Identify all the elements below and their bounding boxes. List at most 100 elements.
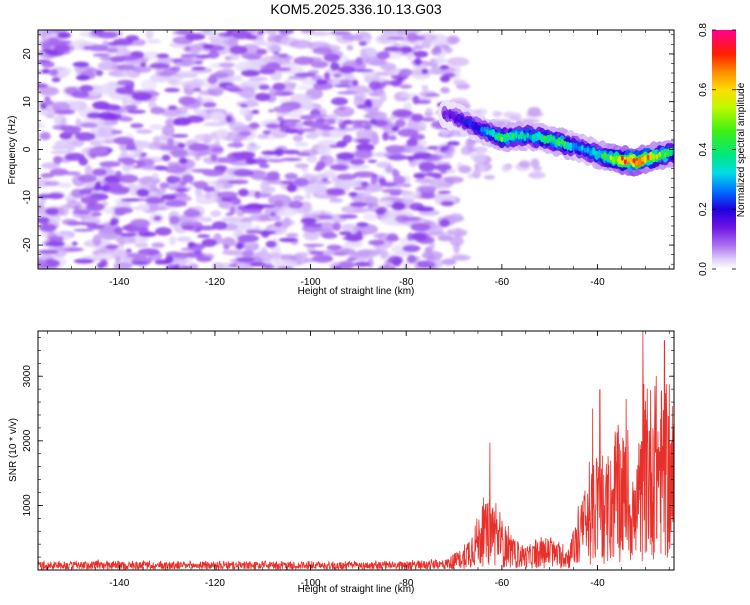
noise-blob [429,230,447,236]
ridge-cell [540,135,544,141]
noise-blob [127,109,146,114]
noise-blob [283,217,292,228]
noise-blob [154,165,168,171]
figure-title: KOM5.2025.336.10.13.G03 [270,1,441,17]
noise-blob [180,265,189,269]
noise-blob [281,157,302,162]
ridge-cell [506,132,509,138]
ridge-cell [486,129,489,135]
noise-blob [133,124,142,128]
noise-blob [136,226,148,234]
noise-blob [57,31,71,39]
noise-blob [437,190,451,195]
noise-blob [202,44,215,49]
noise-blob [425,93,440,97]
snr-series-line [38,331,674,570]
noise-blob [180,247,201,251]
noise-blob [38,249,59,255]
noise-blob [265,123,280,129]
noise-blob [218,62,236,68]
noise-blob [445,36,459,45]
noise-blob [311,254,334,263]
noise-blob [413,152,432,159]
noise-blob [411,232,427,242]
noise-blob [216,191,239,199]
noise-blob [207,50,220,59]
noise-blob [228,263,238,268]
noise-blob [259,163,270,169]
noise-blob [257,134,269,139]
noise-blob [136,161,146,167]
ridge-cell [589,150,593,156]
noise-blob [413,50,429,58]
noise-blob [418,186,436,193]
noise-blob [42,100,54,106]
noise-blob [193,180,209,190]
noise-blob [421,251,443,260]
noise-blob [216,128,229,139]
noise-blob [421,68,429,75]
noise-blob [171,134,189,138]
colorbar-label: Normalized spectral amplitude [736,82,747,217]
noise-blob [164,165,187,174]
noise-blob [113,262,133,269]
noise-blob [421,84,429,91]
noise-blob [99,259,108,268]
ridge-cell [468,120,472,126]
noise-blob [67,221,88,225]
noise-blob [177,142,186,149]
noise-blob [413,30,422,34]
noise-blob [49,235,64,243]
noise-blob [145,30,154,40]
snr-x-label: Height of straight line (km) [298,584,415,595]
noise-blob [207,75,218,85]
noise-blob [78,174,98,183]
noise-blob [369,118,377,126]
ridge-cell [569,142,573,148]
noise-blob [176,30,194,36]
noise-blob [449,213,464,223]
noise-blob [533,165,542,172]
noise-blob [215,183,224,190]
noise-blob [360,181,369,188]
ridge-cell [658,151,662,157]
ridge-cell [566,143,570,149]
noise-blob [282,149,301,155]
noise-blob [110,249,129,260]
noise-blob [278,207,297,217]
ridge-cell [466,119,469,125]
noise-blob [73,228,95,232]
noise-blob [299,102,314,111]
noise-blob [294,252,309,257]
noise-blob [427,146,439,150]
noise-blob [318,214,333,220]
noise-blob [329,164,348,171]
noise-blob [223,33,232,38]
noise-blob [178,157,188,164]
noise-blob [40,41,52,50]
noise-blob [375,208,385,215]
noise-blob [367,112,382,117]
noise-blob [285,232,299,238]
ridge-cell [552,136,555,142]
colorbar-tick-label: 0.8 [698,23,709,37]
noise-blob [440,87,450,94]
ridge-cell [514,132,518,138]
noise-blob [425,246,432,253]
noise-blob [178,96,196,106]
ridge-cell [583,147,587,153]
noise-blob [121,70,130,78]
noise-blob [274,221,283,228]
noise-blob [406,52,414,60]
noise-blob [526,111,544,118]
noise-blob [62,234,70,241]
noise-blob [38,30,52,37]
noise-blob [225,115,232,123]
noise-blob [41,68,51,74]
noise-blob [339,79,353,85]
noise-blob [110,130,123,135]
noise-blob [75,132,96,141]
noise-blob [180,54,193,66]
noise-blob [439,128,450,136]
noise-blob [161,194,177,201]
